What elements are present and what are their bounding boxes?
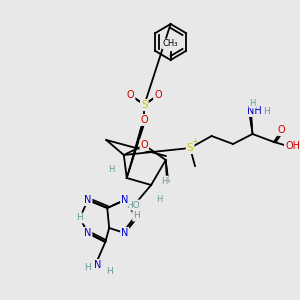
Text: S: S bbox=[187, 143, 194, 153]
Text: H: H bbox=[249, 98, 256, 107]
Text: OH: OH bbox=[285, 141, 300, 151]
Text: H: H bbox=[133, 212, 140, 220]
Text: N: N bbox=[121, 228, 128, 238]
Text: H: H bbox=[263, 106, 270, 116]
Text: N: N bbox=[84, 228, 92, 238]
Text: O: O bbox=[140, 115, 148, 125]
Text: HO: HO bbox=[126, 200, 140, 209]
Polygon shape bbox=[166, 160, 169, 182]
Polygon shape bbox=[127, 120, 146, 178]
Text: O: O bbox=[140, 140, 148, 150]
Text: H: H bbox=[156, 196, 162, 205]
Text: H: H bbox=[162, 176, 168, 185]
Text: H: H bbox=[108, 166, 114, 175]
Text: O: O bbox=[127, 90, 134, 100]
Text: N: N bbox=[121, 195, 128, 205]
Text: S: S bbox=[141, 100, 148, 110]
Text: CH₃: CH₃ bbox=[163, 40, 178, 49]
Text: H: H bbox=[76, 214, 83, 223]
Text: NH: NH bbox=[247, 106, 262, 116]
Text: H: H bbox=[106, 268, 112, 277]
Text: O: O bbox=[154, 90, 162, 100]
Text: +: + bbox=[192, 137, 198, 146]
Text: N: N bbox=[94, 260, 101, 270]
Polygon shape bbox=[250, 116, 253, 134]
Text: O: O bbox=[278, 125, 286, 135]
Text: N: N bbox=[84, 195, 92, 205]
Text: H: H bbox=[84, 263, 91, 272]
